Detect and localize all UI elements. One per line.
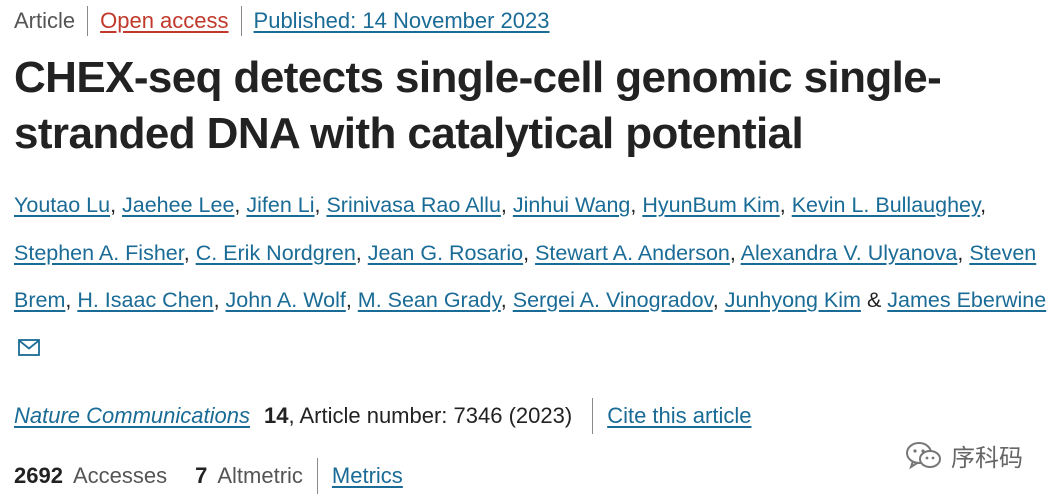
watermark-text: 序科码: [951, 445, 1023, 472]
journal-volume: 14: [263, 403, 289, 428]
author-separator: ,: [500, 288, 513, 312]
divider: [240, 6, 242, 36]
author-link[interactable]: Junhyong Kim: [724, 288, 861, 312]
article-type: Article: [14, 8, 76, 33]
author-link[interactable]: Kevin L. Bullaughey: [791, 193, 981, 217]
author-link[interactable]: Alexandra V. Ulyanova: [740, 240, 958, 265]
cite-article-link[interactable]: Cite this article: [607, 403, 752, 428]
published-date-link[interactable]: Published: 14 November 2023: [253, 8, 550, 33]
author-link[interactable]: John A. Wolf: [225, 288, 346, 312]
author-link[interactable]: C. Erik Nordgren: [195, 240, 356, 265]
author-separator: ,: [110, 193, 123, 217]
author-separator: ,: [65, 288, 78, 312]
author-separator: ,: [729, 240, 741, 265]
author-separator: ,: [213, 288, 226, 312]
author-link[interactable]: HyunBum Kim: [642, 193, 780, 217]
metrics-link[interactable]: Metrics: [331, 463, 403, 488]
author-separator: ,: [779, 193, 792, 217]
journal-name-link[interactable]: Nature Communications: [14, 403, 250, 428]
author-link[interactable]: Stewart A. Anderson: [535, 240, 730, 265]
altmetric-label: Altmetric: [217, 463, 303, 488]
accesses-label: Accesses: [72, 463, 168, 488]
author-separator: ,: [957, 240, 970, 265]
watermark: 序科码: [905, 438, 1023, 473]
author-link[interactable]: Jinhui Wang: [512, 193, 631, 217]
author-link[interactable]: H. Isaac Chen: [77, 288, 214, 312]
author-list: Youtao Lu, Jaehee Lee, Jifen Li, Sriniva…: [14, 182, 1054, 372]
author-separator: ,: [630, 193, 643, 217]
author-link[interactable]: Jaehee Lee: [122, 193, 235, 217]
author-separator: ,: [500, 193, 513, 217]
article-meta: Article Open access Published: 14 Novemb…: [14, 6, 550, 36]
author-link[interactable]: Jean G. Rosario: [367, 240, 524, 265]
author-link[interactable]: M. Sean Grady: [357, 288, 501, 312]
author-separator: ,: [523, 240, 536, 265]
accesses-count: 2692: [14, 463, 63, 488]
mail-icon[interactable]: [18, 338, 40, 356]
author-ampersand: &: [866, 288, 882, 312]
divider: [316, 458, 318, 494]
altmetric-count: 7: [195, 463, 208, 488]
author-link[interactable]: Srinivasa Rao Allu: [326, 193, 501, 217]
author-separator: ,: [345, 288, 358, 312]
author-link[interactable]: James Eberwine: [887, 288, 1047, 312]
wechat-icon: [906, 441, 941, 469]
author-link[interactable]: Youtao Lu: [14, 193, 111, 217]
author-separator: ,: [183, 240, 196, 265]
author-separator: ,: [355, 240, 368, 265]
author-link[interactable]: Steven Brem: [14, 240, 1037, 313]
citation-row: Nature Communications 14 , Article numbe…: [14, 398, 751, 434]
article-title: CHEX-seq detects single-cell genomic sin…: [14, 53, 942, 158]
article-number: , Article number: 7346 (2023): [288, 403, 573, 428]
author-separator: ,: [314, 193, 327, 217]
metrics-row: 2692 Accesses 7 Altmetric Metrics: [14, 458, 403, 494]
author-link[interactable]: Jifen Li: [246, 193, 315, 217]
divider: [592, 398, 594, 434]
open-access-link[interactable]: Open access: [100, 8, 229, 33]
author-separator: ,: [980, 193, 987, 217]
author-link[interactable]: Sergei A. Vinogradov: [512, 288, 713, 312]
divider: [87, 6, 89, 36]
author-separator: ,: [712, 288, 725, 312]
author-separator: ,: [234, 193, 247, 217]
author-link[interactable]: Stephen A. Fisher: [14, 240, 184, 265]
